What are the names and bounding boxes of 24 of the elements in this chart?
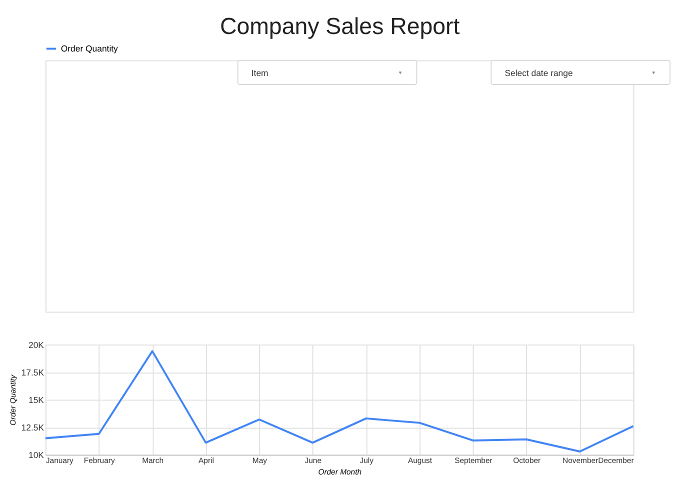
line-series <box>44 350 634 452</box>
x-tick-label: June <box>304 456 322 466</box>
x-tick-label: May <box>252 456 268 466</box>
y-tick-label: 10K <box>28 450 44 460</box>
x-tick-label: August <box>408 456 433 466</box>
x-tick-label: February <box>84 456 115 466</box>
text: Item <box>251 68 268 78</box>
y-tick-label: 15K <box>28 395 44 406</box>
x-tick-label: April <box>198 456 214 466</box>
x-tick-label: November <box>562 456 599 466</box>
y-tick-label: 17.5K <box>21 368 44 378</box>
x-tick-label: July <box>360 456 374 466</box>
y-tick-label: 12.5K <box>21 422 44 433</box>
legend-label: Order Quantity <box>60 44 119 54</box>
y-axis-title: Order Quantity <box>8 374 18 426</box>
x-axis-title: Order Month <box>318 468 362 477</box>
x-tick-label: December <box>598 456 634 466</box>
x-tick-label: October <box>513 456 542 466</box>
x-tick-label: September <box>454 456 493 466</box>
x-tick-label: March <box>142 456 164 466</box>
text: Select date range <box>504 68 573 78</box>
y-tick-label: 20K <box>28 340 44 350</box>
chart-title: Company Sales Report <box>220 13 460 40</box>
x-tick-label: January <box>46 456 74 466</box>
